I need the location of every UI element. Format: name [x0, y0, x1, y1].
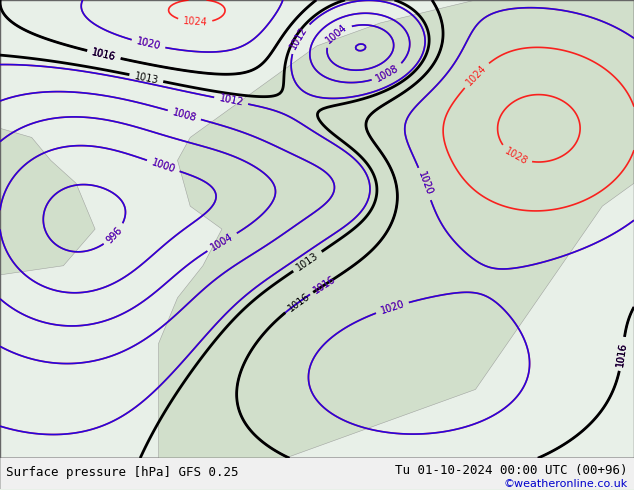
Text: Surface pressure [hPa] GFS 0.25: Surface pressure [hPa] GFS 0.25 [6, 466, 239, 479]
Text: 1024: 1024 [464, 63, 488, 87]
Text: 1004: 1004 [209, 231, 235, 253]
Text: 1020: 1020 [416, 171, 434, 197]
FancyBboxPatch shape [0, 457, 634, 489]
Text: 1012: 1012 [288, 25, 309, 51]
Text: 1028: 1028 [503, 146, 529, 167]
Text: 1004: 1004 [324, 22, 349, 46]
Text: 1016: 1016 [311, 274, 337, 296]
Text: 1016: 1016 [616, 341, 629, 367]
Text: 1012: 1012 [288, 25, 309, 51]
Text: 1016: 1016 [286, 291, 312, 313]
Text: Tu 01-10-2024 00:00 UTC (00+96): Tu 01-10-2024 00:00 UTC (00+96) [395, 464, 628, 477]
Text: 1016: 1016 [616, 341, 629, 367]
Text: 1020: 1020 [135, 36, 162, 52]
Text: 1020: 1020 [416, 171, 434, 197]
Polygon shape [158, 0, 634, 458]
Text: 1004: 1004 [209, 231, 235, 253]
Text: 1024: 1024 [183, 16, 208, 28]
Text: 1004: 1004 [324, 22, 349, 46]
Text: 1012: 1012 [218, 94, 244, 108]
Text: 996: 996 [105, 224, 124, 245]
Text: 1020: 1020 [379, 299, 406, 316]
Text: 1008: 1008 [171, 107, 197, 123]
Text: ©weatheronline.co.uk: ©weatheronline.co.uk [503, 479, 628, 489]
Polygon shape [0, 128, 95, 275]
Text: 1020: 1020 [135, 36, 162, 52]
Text: 1016: 1016 [91, 47, 117, 62]
Text: 1013: 1013 [133, 71, 159, 85]
Text: 1012: 1012 [218, 94, 244, 108]
Text: 1008: 1008 [171, 107, 197, 123]
Text: 1008: 1008 [375, 63, 401, 84]
Text: 1008: 1008 [375, 63, 401, 84]
Text: 1013: 1013 [295, 250, 320, 272]
FancyBboxPatch shape [0, 0, 634, 460]
Text: 1016: 1016 [91, 47, 117, 62]
Text: 1000: 1000 [150, 157, 176, 174]
Text: 996: 996 [105, 224, 124, 245]
Text: 1020: 1020 [379, 299, 406, 316]
Text: 1016: 1016 [311, 274, 337, 296]
Text: 1016: 1016 [91, 47, 117, 62]
Text: 1016: 1016 [616, 341, 629, 367]
Text: 1000: 1000 [150, 157, 176, 174]
